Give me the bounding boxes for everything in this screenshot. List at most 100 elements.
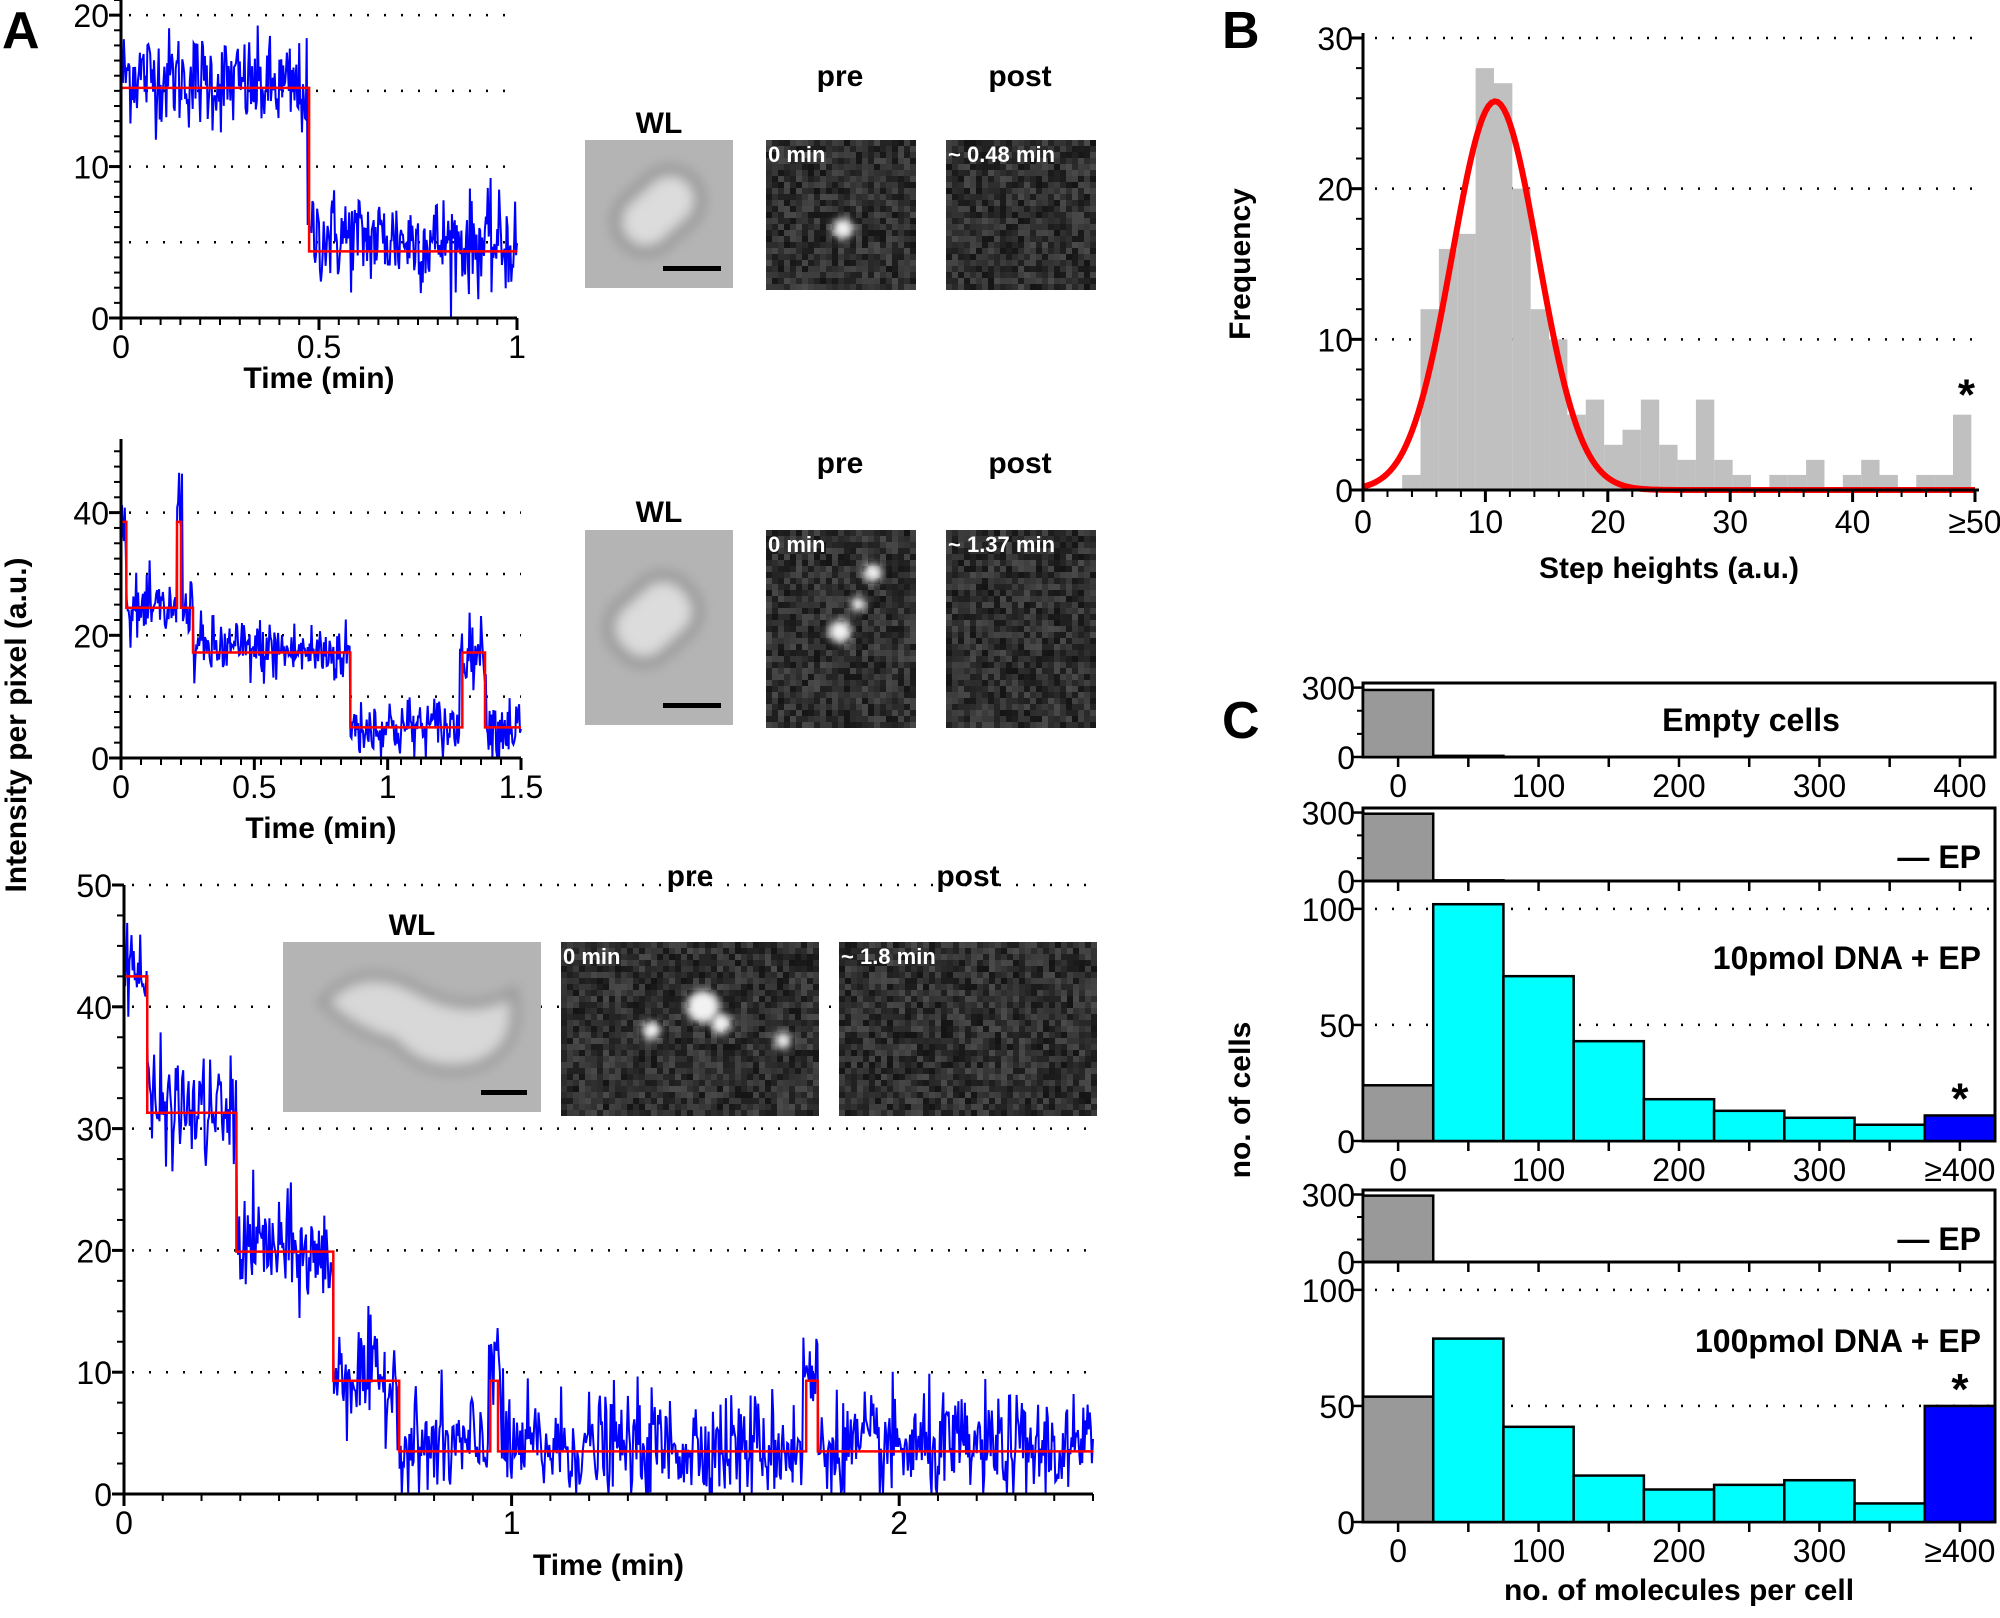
noise-pixel	[814, 674, 820, 680]
noise-pixel	[832, 716, 838, 722]
noise-pixel	[1006, 170, 1012, 176]
noise-pixel	[976, 158, 982, 164]
noise-pixel	[1067, 960, 1073, 966]
noise-pixel	[807, 972, 813, 978]
noise-pixel	[905, 966, 911, 972]
noise-pixel	[609, 1110, 615, 1116]
noise-pixel	[627, 1026, 633, 1032]
cell-outline	[610, 164, 706, 258]
noise-pixel	[1024, 692, 1030, 698]
noise-pixel	[820, 188, 826, 194]
noise-pixel	[1025, 990, 1031, 996]
noise-pixel	[717, 972, 723, 978]
noise-pixel	[1048, 704, 1054, 710]
noise-pixel	[814, 182, 820, 188]
noise-pixel	[862, 254, 868, 260]
noise-pixel	[1042, 578, 1048, 584]
noise-pixel	[880, 668, 886, 674]
noise-pixel	[1006, 206, 1012, 212]
noise-pixel	[1042, 152, 1048, 158]
noise-pixel	[850, 656, 856, 662]
noise-pixel	[603, 954, 609, 960]
noise-pixel	[705, 1038, 711, 1044]
noise-pixel	[802, 656, 808, 662]
noise-pixel	[820, 572, 826, 578]
noise-pixel	[621, 966, 627, 972]
noise-pixel	[983, 984, 989, 990]
noise-pixel	[905, 1014, 911, 1020]
noise-pixel	[729, 1044, 735, 1050]
noise-pixel	[699, 1080, 705, 1086]
noise-pixel	[910, 698, 916, 704]
noise-pixel	[808, 632, 814, 638]
noise-pixel	[766, 530, 772, 536]
noise-pixel	[1019, 972, 1025, 978]
noise-pixel	[845, 948, 851, 954]
noise-pixel	[561, 1044, 567, 1050]
noise-pixel	[627, 984, 633, 990]
noise-pixel	[935, 972, 941, 978]
noise-pixel	[759, 1086, 765, 1092]
noise-pixel	[1012, 722, 1018, 728]
noise-pixel	[591, 972, 597, 978]
noise-pixel	[904, 674, 910, 680]
noise-pixel	[863, 966, 869, 972]
noise-pixel	[886, 164, 892, 170]
noise-pixel	[651, 1056, 657, 1062]
noise-pixel	[807, 948, 813, 954]
noise-pixel	[1072, 584, 1078, 590]
noise-pixel	[711, 1044, 717, 1050]
noise-pixel	[874, 530, 880, 536]
noise-pixel	[826, 644, 832, 650]
noise-pixel	[657, 984, 663, 990]
noise-pixel	[766, 146, 772, 152]
noise-pixel	[1012, 632, 1018, 638]
noise-pixel	[747, 990, 753, 996]
noise-pixel	[1036, 698, 1042, 704]
noise-pixel	[1066, 608, 1072, 614]
noise-pixel	[862, 614, 868, 620]
noise-pixel	[585, 1086, 591, 1092]
noise-pixel	[789, 954, 795, 960]
noise-pixel	[1048, 632, 1054, 638]
noise-pixel	[995, 984, 1001, 990]
noise-pixel	[959, 1014, 965, 1020]
noise-pixel	[784, 686, 790, 692]
noise-pixel	[772, 218, 778, 224]
noise-pixel	[585, 990, 591, 996]
noise-pixel	[759, 996, 765, 1002]
noise-pixel	[1042, 146, 1048, 152]
noise-pixel	[850, 626, 856, 632]
noise-pixel	[868, 176, 874, 182]
noise-pixel	[675, 990, 681, 996]
noise-pixel	[1084, 176, 1090, 182]
noise-pixel	[887, 972, 893, 978]
noise-pixel	[838, 584, 844, 590]
noise-pixel	[633, 960, 639, 966]
noise-pixel	[790, 620, 796, 626]
noise-pixel	[687, 972, 693, 978]
noise-pixel	[705, 978, 711, 984]
noise-pixel	[609, 966, 615, 972]
noise-pixel	[711, 966, 717, 972]
noise-pixel	[802, 674, 808, 680]
noise-pixel	[615, 1026, 621, 1032]
noise-pixel	[868, 656, 874, 662]
noise-pixel	[808, 620, 814, 626]
noise-pixel	[1090, 146, 1096, 152]
noise-pixel	[693, 984, 699, 990]
noise-pixel	[784, 206, 790, 212]
noise-pixel	[1054, 674, 1060, 680]
noise-pixel	[1072, 686, 1078, 692]
noise-pixel	[621, 1032, 627, 1038]
noise-pixel	[820, 224, 826, 230]
noise-pixel	[729, 1020, 735, 1026]
noise-pixel	[862, 650, 868, 656]
noise-pixel	[826, 686, 832, 692]
wl-image	[283, 942, 541, 1112]
noise-pixel	[1012, 554, 1018, 560]
noise-pixel	[904, 548, 910, 554]
noise-pixel	[1018, 584, 1024, 590]
noise-pixel	[893, 972, 899, 978]
noise-pixel	[970, 284, 976, 290]
